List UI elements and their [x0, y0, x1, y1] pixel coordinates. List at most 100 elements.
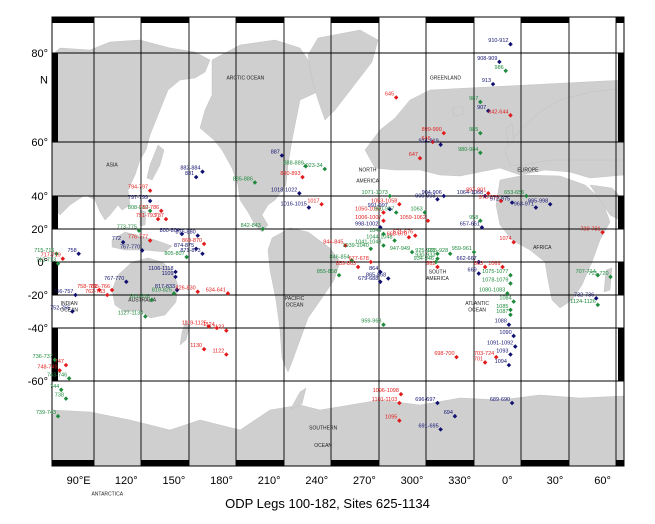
greenland-landmass — [307, 29, 379, 121]
longitude-label: 180° — [210, 475, 233, 487]
site-label: 642-644 — [488, 109, 508, 115]
site-label: 707-714 — [576, 269, 596, 275]
asia-landmass — [51, 39, 211, 221]
site-marker — [438, 427, 443, 432]
site-label: 811-816 — [130, 294, 150, 300]
site-label: 1124 — [203, 322, 215, 328]
site-label: 925-929 — [415, 248, 435, 254]
site-label: 703-724 — [474, 351, 494, 357]
site-label: 950-957 — [374, 207, 394, 213]
region-label: OCEAN — [314, 443, 332, 449]
site-label: 947-949 — [390, 246, 410, 252]
site-label: 885-886 — [233, 177, 253, 183]
site-marker — [392, 238, 397, 243]
site-label: 653-656 — [504, 190, 524, 196]
site-label: 646 — [422, 136, 431, 142]
site-label: 876-880 — [176, 230, 196, 236]
madagascar-landmass — [603, 267, 613, 293]
site-marker — [206, 324, 212, 329]
site-label: 908-909 — [477, 56, 497, 62]
site-marker — [355, 264, 361, 270]
site-label: 773-775 — [117, 225, 137, 231]
scale-bar-block — [141, 17, 189, 23]
region-label: SOUTHERN — [309, 425, 337, 431]
site-label: 995-998 — [528, 198, 548, 204]
region-label: ARCTIC OCEAN — [226, 76, 264, 82]
longitude-label: 60° — [594, 475, 611, 487]
site-label: 679-688 — [358, 276, 378, 282]
longitude-labels: 90°E 120° 150° 180° 210° 240° 270° 300° 330° 0° 30… — [67, 475, 611, 487]
site-label: 767-770 — [104, 276, 124, 282]
site-label: 1074 — [499, 236, 511, 242]
site-label: 1050-1052 — [355, 207, 381, 213]
site-marker — [508, 312, 513, 318]
latitude-label: 80° — [31, 48, 48, 60]
site-marker — [435, 264, 440, 270]
site-label: 1064-1068 — [457, 190, 483, 196]
scale-bar-block — [618, 262, 624, 295]
site-marker — [224, 352, 229, 357]
scale-bar-block — [331, 460, 379, 466]
site-marker — [500, 264, 505, 270]
region-label: NORTH — [359, 168, 377, 174]
site-marker — [452, 413, 458, 419]
region-label: OCEAN — [468, 308, 486, 314]
site-label: 758 — [67, 248, 76, 254]
region-label: OCEAN — [60, 308, 78, 314]
site-label: 930-933 — [415, 253, 435, 259]
site-marker — [70, 309, 75, 314]
site-label: 1069 — [488, 261, 500, 267]
site-label: 1017 — [307, 198, 319, 204]
site-label: 1016-1015 — [281, 202, 307, 208]
longitude-label: 210° — [258, 475, 281, 487]
site-label: 698-700 — [434, 351, 454, 357]
region-label: INDIAN — [61, 301, 78, 307]
site-label: 1006-1007 — [355, 215, 381, 221]
site-label: 881 — [185, 171, 194, 177]
site-label: 890-893 — [280, 171, 300, 177]
site-marker — [397, 418, 402, 423]
site-label: 732-736 — [574, 292, 594, 298]
region-label: SOUTH — [429, 270, 447, 276]
map-caption: ODP Legs 100-182, Sites 625-1134 — [225, 496, 430, 511]
site-marker — [435, 256, 440, 261]
site-marker — [397, 400, 402, 406]
latitude-label: -40° — [28, 323, 48, 335]
site-label: 689-690 — [490, 397, 510, 403]
site-label: 752-755 — [50, 306, 70, 312]
site-label: 1093 — [496, 349, 508, 355]
region-label: ASIA — [106, 162, 118, 168]
scale-bar-block — [616, 460, 624, 466]
scale-bar-block — [236, 460, 284, 466]
site-marker — [343, 243, 348, 248]
scale-bar-block — [521, 17, 569, 23]
latitude-label: -60° — [28, 376, 48, 388]
site-label: 657-661 — [460, 221, 480, 227]
site-label: 907 — [477, 105, 486, 111]
site-label: 748-749 — [37, 364, 57, 370]
site-label: 962 — [426, 261, 435, 267]
site-label: 959-963 — [361, 319, 381, 325]
site-marker — [493, 354, 499, 360]
site-label: 1080-1083 — [479, 287, 505, 293]
antarctic-peninsula-landmass — [289, 387, 307, 411]
site-marker — [508, 352, 513, 357]
site-marker — [595, 272, 601, 278]
site-label: 677-678 — [349, 256, 369, 262]
site-label: 1059-1062 — [400, 215, 426, 221]
scale-bar-block — [521, 460, 569, 466]
site-label: 899-990 — [422, 127, 442, 133]
site-label: 887 — [271, 150, 280, 156]
scale-bar-block — [52, 17, 94, 23]
site-marker — [336, 272, 342, 278]
longitude-label: 0° — [502, 475, 513, 487]
scale-bar-block — [141, 460, 189, 466]
site-marker — [476, 259, 482, 265]
scale-bar-block — [426, 460, 474, 466]
scale-bar-block — [52, 328, 58, 381]
site-marker — [149, 297, 154, 303]
scale-bar-block — [426, 17, 474, 23]
site-label: 844-845 — [323, 240, 343, 246]
site-marker — [303, 164, 308, 169]
site-label: 914-919 — [418, 139, 438, 145]
